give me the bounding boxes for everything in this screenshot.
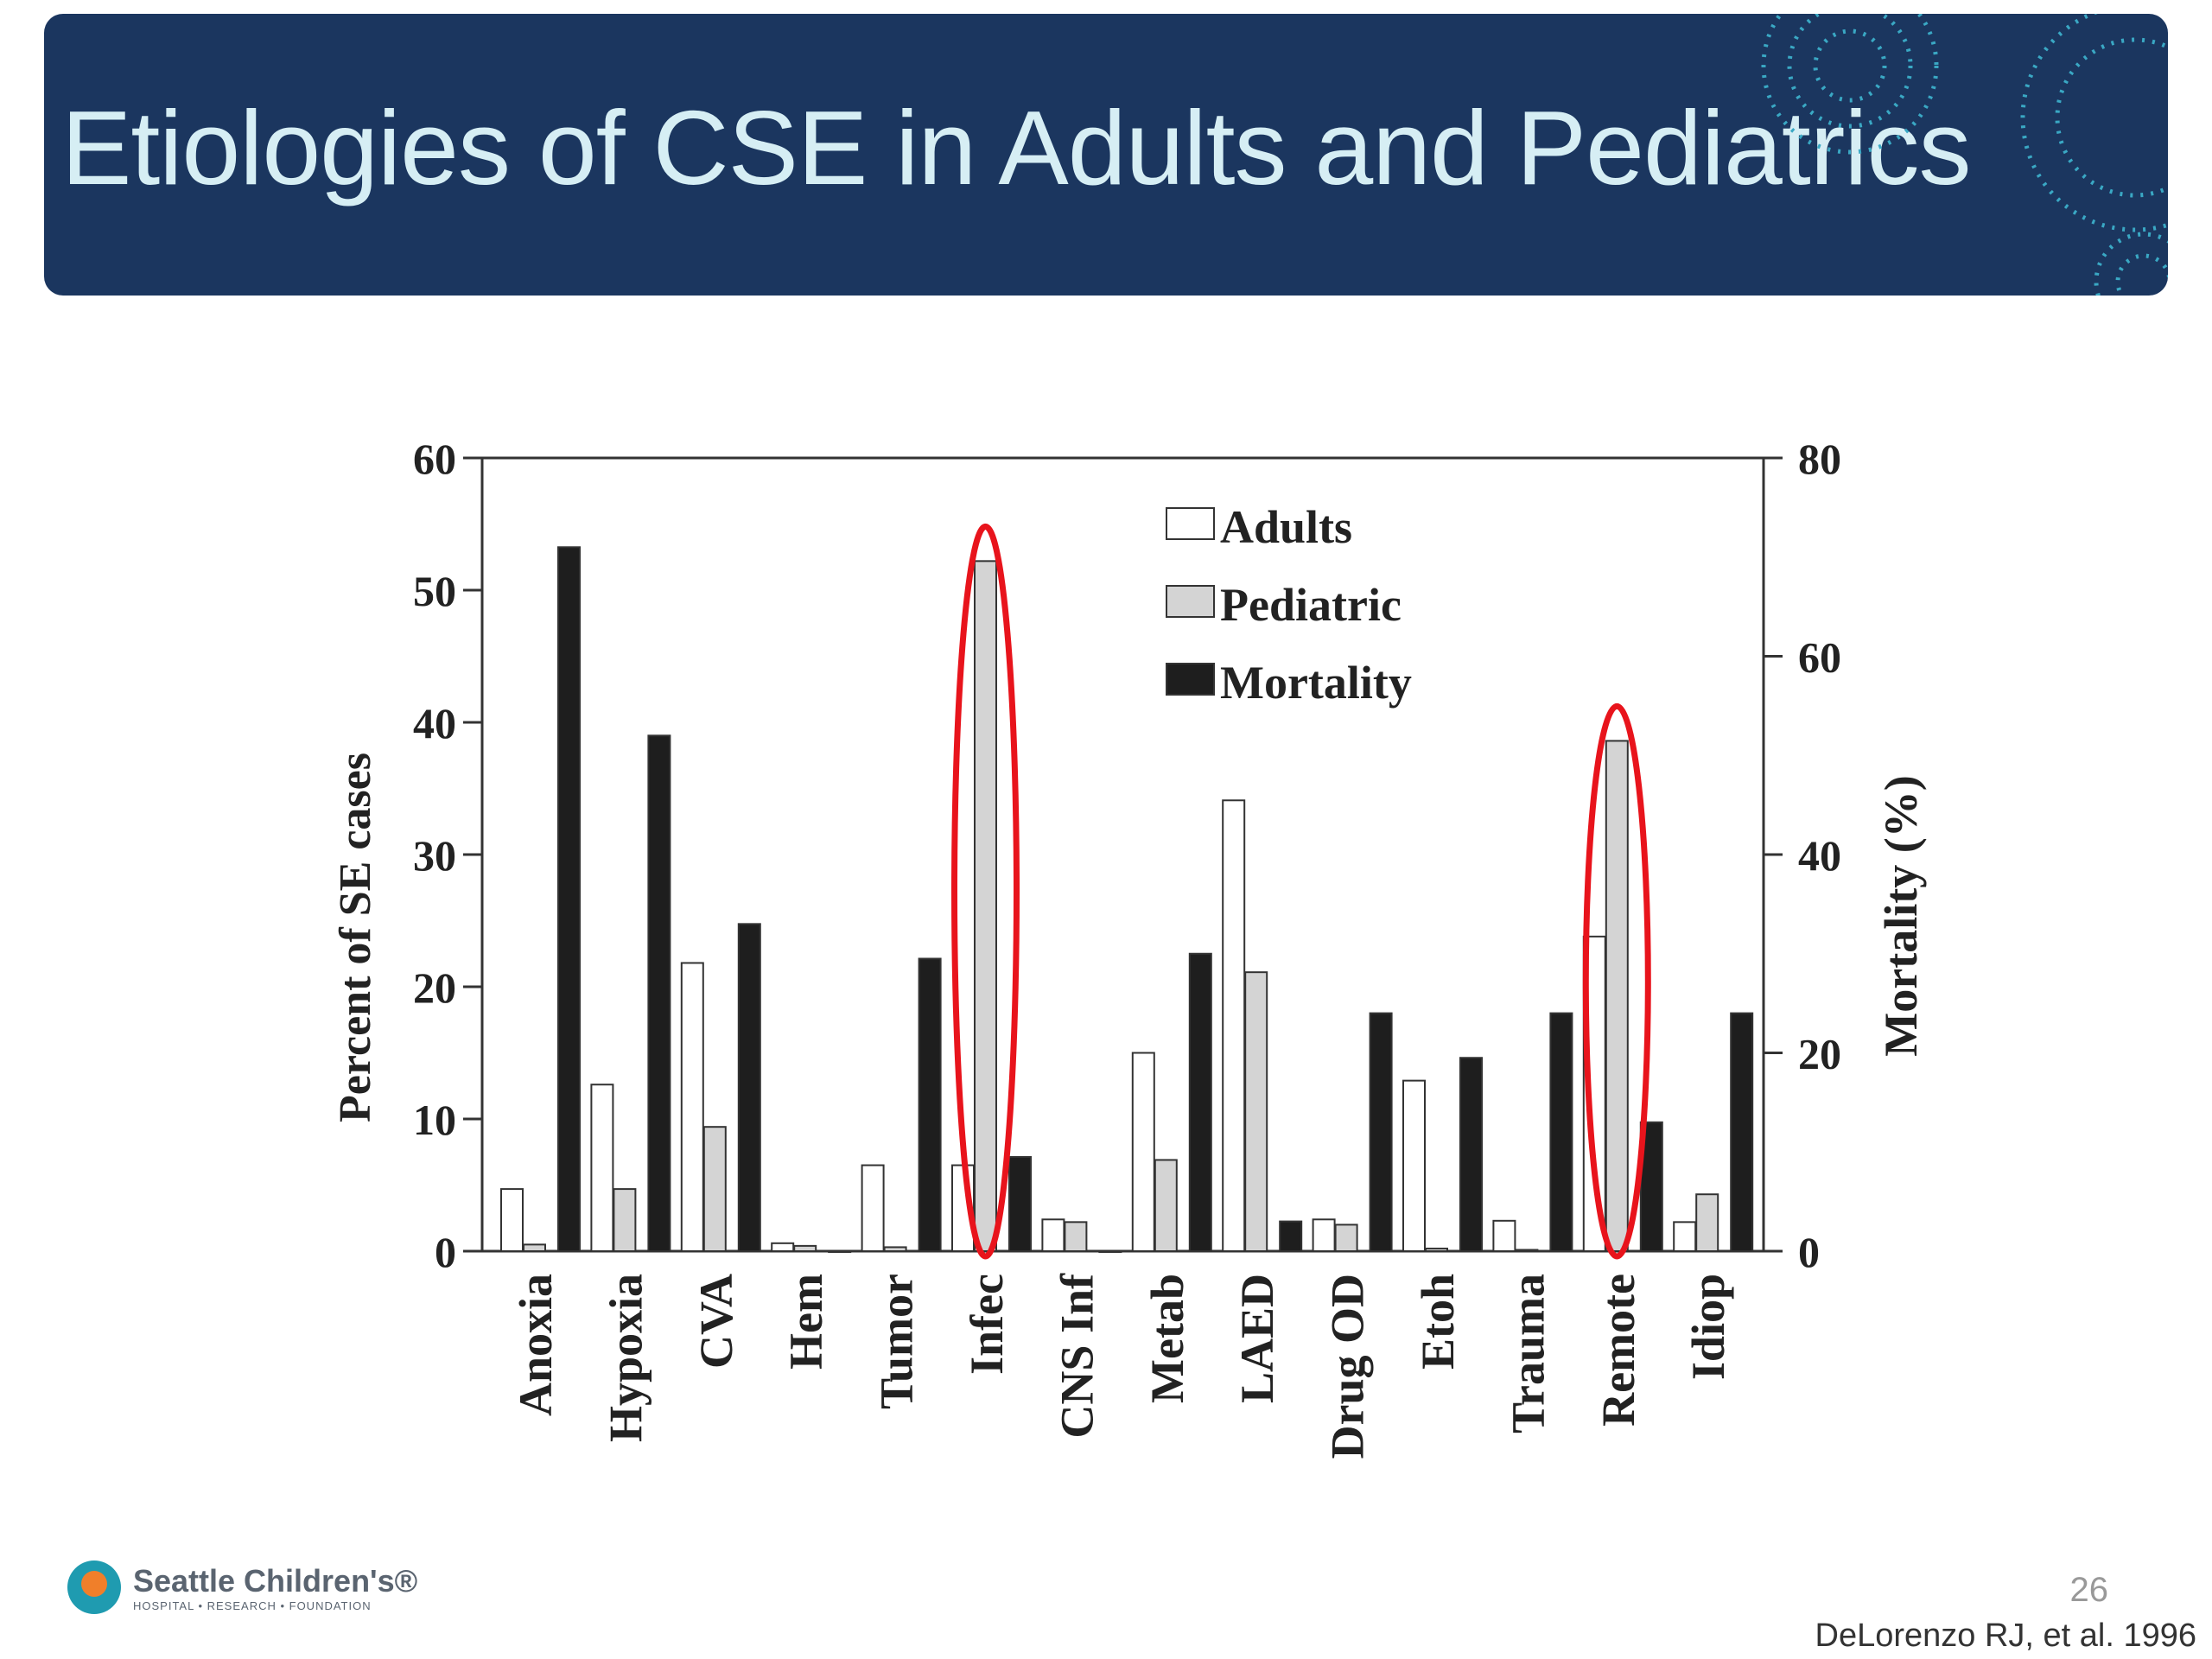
bar-pediatric-idiop (1695, 1193, 1719, 1252)
decorative-circles-icon (1761, 14, 2168, 296)
bar-pediatric-drug-od (1334, 1224, 1358, 1253)
bar-mortality-etoh (1459, 1057, 1483, 1253)
bar-adults-cva (680, 962, 704, 1252)
bar-pediatric-trauma (1515, 1249, 1539, 1252)
title-banner: Etiologies of CSE in Adults and Pediatri… (44, 14, 2168, 296)
logo-name: Seattle Children's® (133, 1562, 418, 1599)
bar-adults-tumor (861, 1164, 885, 1253)
x-tick-label: Idiop (1682, 1274, 1734, 1380)
bar-pediatric-laed (1244, 971, 1268, 1253)
bar-pediatric-tumor (883, 1246, 907, 1253)
bar-mortality-anoxia (557, 546, 581, 1252)
legend-swatch-pediatric (1166, 585, 1215, 618)
bar-pediatric-anoxia (523, 1243, 546, 1252)
x-tick-label: LAED (1231, 1274, 1283, 1403)
bar-mortality-hem (828, 1250, 852, 1253)
logo-mark-icon (67, 1560, 121, 1614)
highlight-ellipse-infec (951, 523, 1020, 1260)
seattle-childrens-logo: Seattle Children's® HOSPITAL • RESEARCH … (67, 1560, 417, 1614)
bar-pediatric-cns-inf (1064, 1221, 1088, 1252)
bar-adults-drug-od (1312, 1218, 1336, 1253)
x-tick-label: Metab (1141, 1274, 1193, 1403)
bar-mortality-laed (1279, 1220, 1303, 1252)
x-tick-label: Tumor (871, 1274, 923, 1409)
x-tick-label: Etoh (1412, 1274, 1464, 1370)
legend-label-adults: Adults (1220, 501, 1352, 553)
bar-mortality-tumor (918, 957, 942, 1253)
bar-adults-cns-inf (1041, 1218, 1065, 1253)
x-tick-label: Anoxia (510, 1274, 562, 1416)
bar-pediatric-infec (974, 560, 997, 1252)
legend-swatch-mortality (1166, 663, 1215, 696)
bar-pediatric-hypoxia (613, 1188, 637, 1252)
bar-mortality-trauma (1549, 1012, 1573, 1252)
x-tick-label: CNS Inf (1051, 1273, 1103, 1439)
bar-adults-trauma (1492, 1219, 1516, 1253)
x-tick-label: Drug OD (1322, 1274, 1374, 1459)
x-tick-label: Infec (961, 1274, 1013, 1375)
slide-title: Etiologies of CSE in Adults and Pediatri… (61, 89, 1971, 207)
bar-adults-etoh (1402, 1079, 1426, 1252)
bar-adults-idiop (1673, 1221, 1697, 1252)
bar-adults-metab (1131, 1052, 1155, 1252)
bar-pediatric-etoh (1425, 1247, 1448, 1252)
page-number: 26 (2069, 1571, 2109, 1609)
legend-swatch-adults (1166, 507, 1215, 540)
bar-pediatric-metab (1154, 1159, 1178, 1253)
x-tick-label: CVA (690, 1274, 742, 1369)
y2-axis-label: Mortality (%) (1875, 775, 1927, 1056)
y-tick-label: 40 (413, 699, 456, 747)
x-tick-label: Hypoxia (600, 1274, 652, 1442)
y-tick-label: 20 (413, 963, 456, 1012)
y2-tick-label: 80 (1798, 435, 1841, 483)
x-tick-label: Remote (1592, 1274, 1644, 1427)
bar-mortality-idiop (1730, 1012, 1754, 1252)
bar-mortality-cva (737, 923, 761, 1252)
y2-tick-label: 60 (1798, 633, 1841, 682)
bar-mortality-cns-inf (1098, 1250, 1122, 1253)
y-tick-label: 30 (413, 831, 456, 880)
legend-label-mortality: Mortality (1220, 657, 1412, 709)
highlight-ellipse-remote (1582, 702, 1651, 1260)
y-tick-label: 0 (435, 1228, 456, 1276)
x-tick-label: Trauma (1502, 1274, 1554, 1433)
x-tick-label: Hem (780, 1274, 832, 1370)
bar-mortality-metab (1188, 952, 1212, 1252)
y2-tick-label: 40 (1798, 831, 1841, 880)
citation: DeLorenzo RJ, et al. 1996 (1815, 1618, 2197, 1654)
bar-mortality-drug-od (1369, 1012, 1393, 1252)
y2-tick-label: 0 (1798, 1228, 1820, 1276)
y-tick-label: 60 (413, 435, 456, 483)
bar-pediatric-hem (793, 1244, 817, 1253)
bar-adults-anoxia (500, 1188, 524, 1252)
bar-adults-laed (1222, 799, 1246, 1252)
bar-mortality-infec (1008, 1155, 1032, 1253)
bar-adults-hypoxia (590, 1084, 614, 1252)
y-tick-label: 50 (413, 567, 456, 615)
legend-label-pediatric: Pediatric (1220, 579, 1402, 631)
y2-tick-label: 20 (1798, 1030, 1841, 1078)
bar-pediatric-cva (702, 1126, 727, 1253)
logo-subtitle: HOSPITAL • RESEARCH • FOUNDATION (133, 1599, 372, 1612)
bar-mortality-hypoxia (647, 734, 671, 1252)
bar-adults-hem (771, 1242, 795, 1252)
y-tick-label: 10 (413, 1096, 456, 1144)
y-axis-label: Percent of SE cases (331, 753, 380, 1122)
bar-pediatric-remote (1605, 740, 1629, 1252)
